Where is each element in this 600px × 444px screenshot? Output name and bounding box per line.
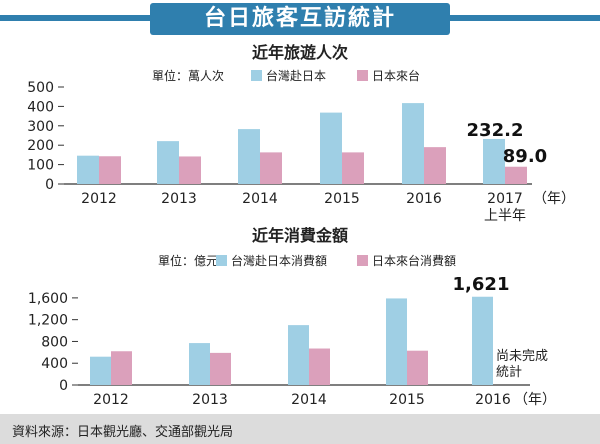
chart-title: 近年消費金額 — [252, 226, 348, 245]
y-tick-label: 0 — [59, 378, 68, 394]
bar — [386, 298, 407, 385]
bar — [309, 348, 330, 385]
y-tick-label: 100 — [27, 158, 54, 174]
x-tick-label: 2016 — [406, 191, 442, 207]
y-tick-label: 1,600 — [28, 291, 68, 307]
bar — [505, 166, 527, 184]
annotation-note-line: 尚未完成 — [496, 349, 548, 364]
x-tick-label: 2012 — [93, 392, 129, 408]
x-tick-label: 2014 — [291, 392, 327, 408]
y-tick-label: 0 — [45, 177, 54, 193]
source-text: 資料來源：日本觀光廳、交通部觀光局 — [12, 425, 234, 440]
annotation-note-line: 統計 — [496, 364, 522, 380]
legend-label: 日本來台 — [372, 68, 420, 83]
x-tick-label: 2013 — [192, 392, 228, 408]
y-tick-label: 1,200 — [28, 313, 68, 329]
bar — [260, 152, 282, 184]
source-bar: 資料來源：日本觀光廳、交通部觀光局 — [0, 414, 600, 444]
y-tick-label: 500 — [27, 80, 54, 96]
bar — [320, 112, 342, 184]
legend-label: 日本來台消費額 — [372, 253, 456, 268]
y-tick-label: 800 — [41, 334, 68, 350]
x-tick-label: 2015 — [324, 191, 360, 207]
x-tick-label: 2013 — [161, 191, 197, 207]
bar — [90, 356, 111, 385]
annotation-value: 89.0 — [503, 146, 547, 167]
annotation-value: 1,621 — [453, 274, 510, 295]
bar — [288, 325, 309, 385]
legend-label: 台灣赴日本消費額 — [231, 253, 327, 268]
bar — [238, 129, 260, 184]
x-tick-label: 2012 — [81, 191, 117, 207]
y-tick-label: 400 — [27, 99, 54, 115]
bar — [210, 352, 231, 385]
bar — [111, 351, 132, 385]
unit-label: 單位：萬人次 — [152, 68, 224, 83]
legend-swatch — [251, 70, 262, 81]
x-tick-label: 2015 — [389, 392, 425, 408]
title-bar: 台日旅客互訪統計 — [0, 0, 600, 38]
legend-swatch — [357, 70, 368, 81]
x-unit-label: （年） — [514, 392, 556, 408]
x-tick-sublabel: 上半年 — [484, 208, 526, 224]
legend-swatch — [357, 255, 368, 266]
bar — [342, 152, 364, 184]
bar — [424, 147, 446, 184]
legend-swatch — [216, 255, 227, 266]
annotation-value: 232.2 — [467, 120, 524, 141]
y-tick-label: 400 — [41, 356, 68, 372]
title-pill: 台日旅客互訪統計 — [150, 3, 450, 35]
legend-label: 台灣赴日本 — [266, 68, 326, 83]
x-tick-label: 2017 — [487, 191, 523, 207]
x-tick-label: 2016 — [475, 392, 511, 408]
bar — [179, 156, 201, 184]
bar — [407, 350, 428, 385]
bar — [483, 138, 505, 184]
chart-title: 近年旅遊人次 — [252, 43, 348, 62]
bar — [189, 343, 210, 385]
y-tick-label: 200 — [27, 138, 54, 154]
bar — [402, 103, 424, 184]
bar — [77, 155, 99, 184]
unit-label: 單位：億元 — [158, 253, 218, 268]
y-tick-label: 300 — [27, 119, 54, 135]
bar — [157, 141, 179, 184]
x-unit-label: （年） — [533, 191, 575, 207]
page-title: 台日旅客互訪統計 — [203, 6, 396, 31]
bar — [472, 296, 493, 385]
x-tick-label: 2014 — [242, 191, 278, 207]
bar — [99, 156, 121, 184]
